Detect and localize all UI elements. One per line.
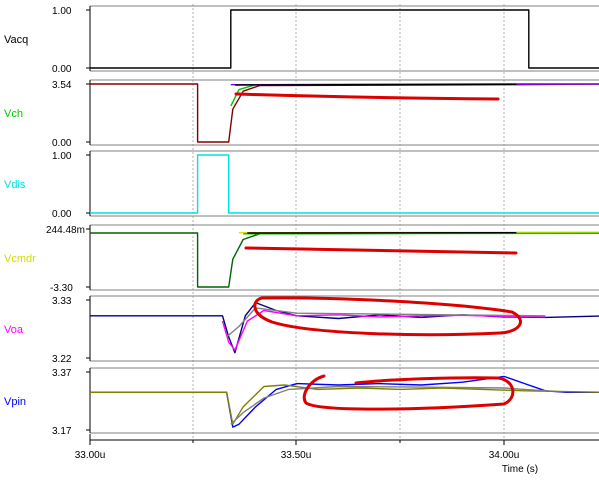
y-tick-label-high: 3.33	[52, 296, 72, 307]
signal-name: Vch	[4, 108, 23, 120]
y-tick-label-high: 244.48m	[46, 225, 85, 236]
panel-vpin: 3.17 3.37 Vpin	[4, 367, 599, 437]
series-line-0	[90, 301, 599, 354]
panel-vdis: 0.00 1.00 Vdis	[4, 150, 599, 220]
signal-name: Voa	[4, 324, 24, 336]
signal-panels: 0.00 1.00 Vacq 0.00 3.54 Vch 0.00 1.00 Vdis -3.30…	[4, 5, 599, 437]
panel-vacq: 0.00 1.00 Vacq	[4, 5, 599, 75]
annotation-stroke-3	[302, 374, 515, 411]
series-line-0	[90, 154, 599, 214]
y-tick-label-low: 0.00	[52, 138, 72, 149]
x-tick-label-1: 33.50u	[281, 450, 312, 461]
time-gridlines	[192, 4, 505, 440]
signal-name: Vcmdr	[4, 253, 36, 265]
y-tick-label-high: 3.37	[52, 368, 72, 379]
signal-name: Vacq	[4, 34, 28, 46]
series-line-2	[230, 385, 546, 425]
time-axis: 33.00u 33.50u 34.00u Time (s)	[75, 434, 599, 475]
series-line-1	[90, 384, 599, 425]
x-axis-title: Time (s)	[502, 464, 538, 475]
series-line-0	[90, 375, 599, 428]
y-tick-label-low: 3.22	[52, 354, 72, 365]
panel-voa: 3.22 3.33 Voa	[4, 295, 599, 365]
series-line-0	[90, 83, 599, 143]
y-tick-label-high: 1.00	[52, 151, 72, 162]
panel-vcmdr: -3.30 244.48m Vcmdr	[4, 224, 599, 294]
y-tick-label-low: 0.00	[52, 64, 72, 75]
signal-name: Vpin	[4, 396, 26, 408]
series-line-1	[221, 309, 546, 351]
series-line-3	[234, 83, 517, 86]
x-tick-label-2: 34.00u	[489, 450, 520, 461]
y-tick-label-high: 3.54	[52, 80, 72, 91]
y-tick-label-low: -3.30	[50, 283, 73, 294]
x-tick-label-0: 33.00u	[75, 450, 106, 461]
y-tick-label-low: 3.17	[52, 426, 72, 437]
series-line-2	[243, 232, 599, 235]
series-line-0	[90, 232, 599, 288]
y-tick-label-high: 1.00	[52, 6, 72, 17]
series-line-0	[90, 9, 599, 69]
annotation-stroke-0	[234, 92, 500, 101]
y-tick-label-low: 0.00	[52, 209, 72, 220]
panel-vch: 0.00 3.54 Vch	[4, 79, 599, 149]
signal-name: Vdis	[4, 179, 26, 191]
annotation-stroke-1	[244, 246, 518, 255]
annotation-stroke-2	[253, 296, 522, 337]
red-annotations	[234, 92, 522, 411]
